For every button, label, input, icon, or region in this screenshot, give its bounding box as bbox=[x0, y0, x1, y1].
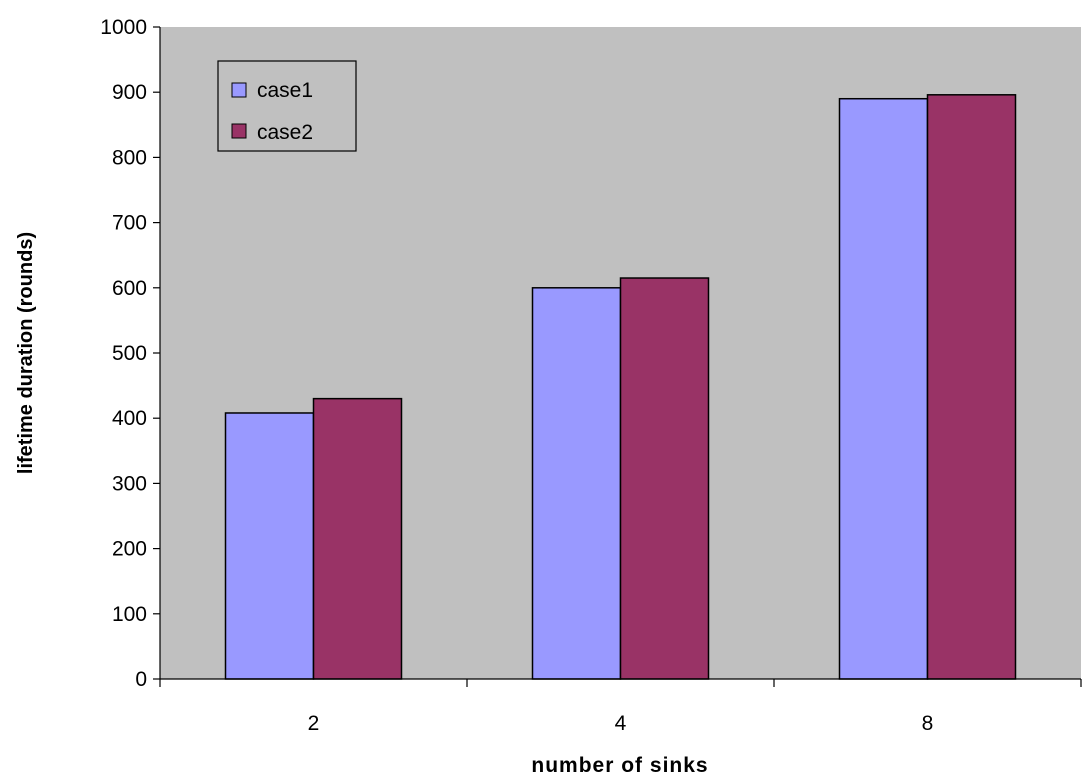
bar-case1-4 bbox=[531, 287, 622, 680]
bar-case1-8 bbox=[838, 97, 929, 680]
legend: case1 case2 bbox=[217, 60, 357, 152]
y-tick-label: 0 bbox=[135, 668, 147, 691]
x-tick-label: 4 bbox=[615, 712, 627, 735]
y-tick-label: 900 bbox=[112, 81, 147, 104]
legend-label-case2: case2 bbox=[257, 121, 313, 144]
y-tick-label: 800 bbox=[112, 146, 147, 169]
y-tick-label: 400 bbox=[112, 407, 147, 430]
bars-layer bbox=[224, 94, 1017, 680]
x-ticks: 2 4 8 bbox=[159, 679, 1082, 735]
y-axis-title: lifetime duration (rounds) bbox=[15, 232, 37, 474]
y-tick-label: 200 bbox=[112, 538, 147, 561]
x-tick-label: 2 bbox=[308, 712, 320, 735]
bar-case2-2 bbox=[312, 397, 403, 680]
legend-label-case1: case1 bbox=[257, 79, 313, 102]
x-axis-title: number of sinks bbox=[531, 754, 708, 777]
y-tick-label: 700 bbox=[112, 212, 147, 235]
y-tick-label: 1000 bbox=[100, 16, 147, 39]
bar-case2-4 bbox=[619, 277, 710, 680]
y-tick-label: 600 bbox=[112, 277, 147, 300]
bar-case1-2 bbox=[224, 412, 315, 680]
legend-swatch-case2 bbox=[231, 123, 247, 139]
y-ticks: 0 100 200 300 400 500 600 700 800 900 1000 bbox=[100, 16, 160, 691]
y-tick-label: 500 bbox=[112, 342, 147, 365]
x-tick-label: 8 bbox=[922, 712, 934, 735]
bar-case2-8 bbox=[926, 94, 1017, 680]
y-tick-label: 300 bbox=[112, 472, 147, 495]
y-tick-label: 100 bbox=[112, 603, 147, 626]
legend-swatch-case1 bbox=[231, 82, 247, 98]
